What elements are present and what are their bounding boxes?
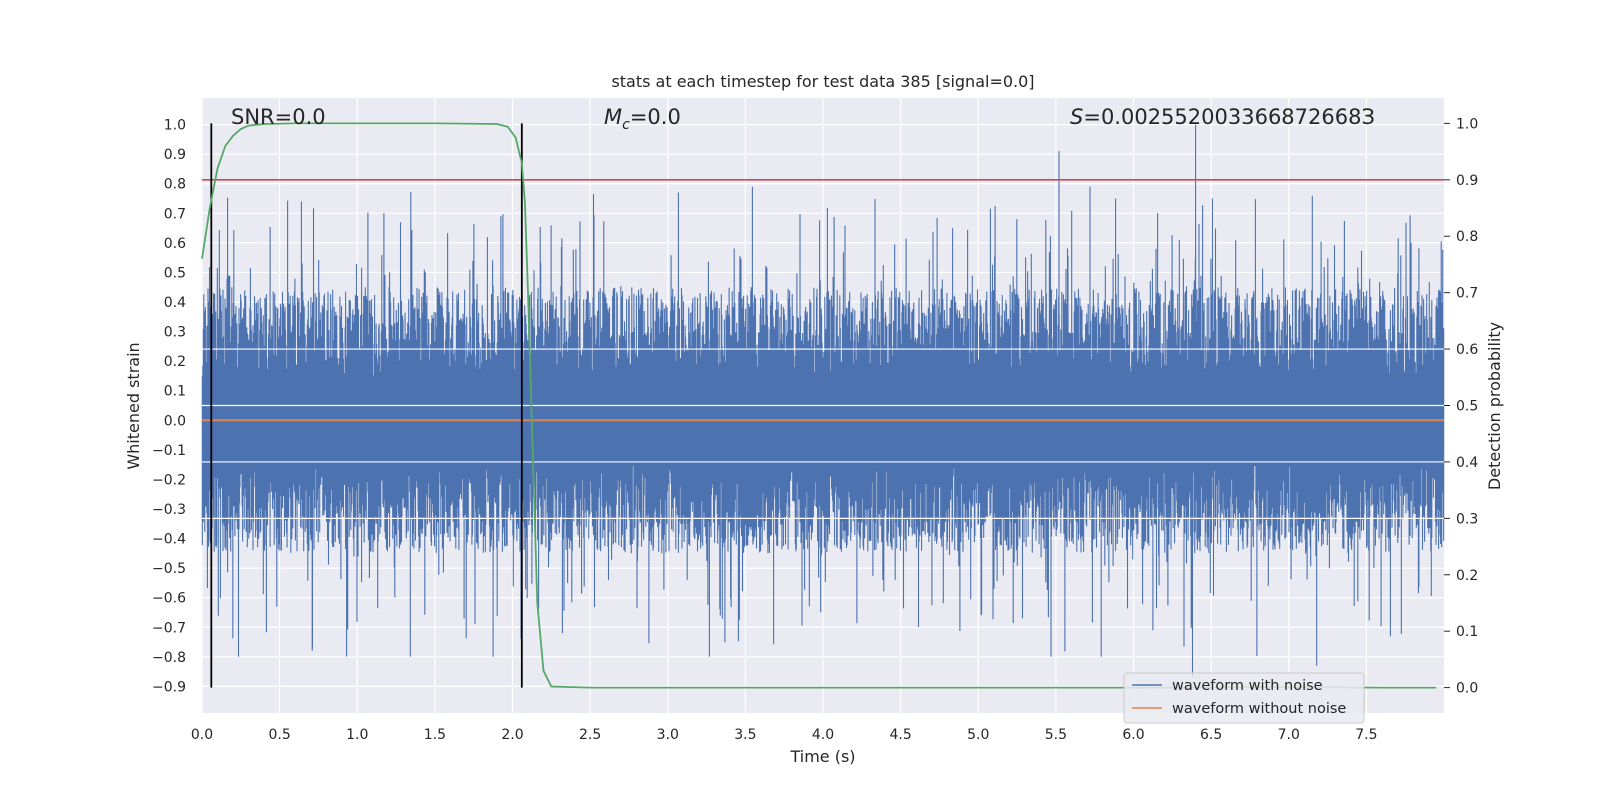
s-symbol: S	[1070, 105, 1083, 129]
y-tick-label: −0.7	[152, 620, 186, 636]
chirp-mass-annotation: Mc=0.0	[604, 105, 681, 133]
x-tick-label: 4.0	[812, 727, 834, 743]
y-tick-label: −0.2	[152, 472, 186, 488]
x-tick-label: 4.5	[889, 727, 911, 743]
y-tick-label: −0.1	[152, 443, 186, 459]
overlay-lines	[201, 122, 1444, 689]
y-tick-label: −0.6	[152, 591, 186, 607]
y2-tick-label: 0.7	[1456, 286, 1478, 302]
y2-tick-label: 1.0	[1456, 116, 1478, 132]
mc-symbol: M	[604, 105, 622, 129]
y2-tick-label: 0.8	[1456, 229, 1478, 245]
score-annotation: S=0.002552003366872668З	[1070, 105, 1375, 129]
y2-tick-label: 0.5	[1456, 399, 1478, 415]
y-tick-label: 0.7	[164, 206, 186, 222]
y2-axis-label: Detection probability	[1485, 322, 1504, 490]
x-tick-label: 0.0	[191, 727, 213, 743]
y-axis-label: Whitened strain	[124, 342, 143, 469]
y-tick-label: 0.3	[164, 325, 186, 341]
y2-tick-label: 0.2	[1456, 568, 1478, 584]
y2-tick-label: 0.6	[1456, 342, 1478, 358]
mc-subscript: c	[622, 117, 630, 133]
x-tick-label: 2.0	[501, 727, 523, 743]
x-tick-label: 5.0	[967, 727, 989, 743]
x-tick-label: 3.0	[657, 727, 679, 743]
y-tick-label: 0.4	[164, 295, 186, 311]
y-tick-label: 0.9	[164, 147, 186, 163]
y2-tick-label: 0.9	[1456, 173, 1478, 189]
snr-annotation: SNR=0.0	[231, 105, 326, 129]
y2-tick-label: 0.0	[1456, 681, 1478, 697]
legend-box	[1123, 672, 1365, 724]
x-axis-label: Time (s)	[789, 747, 855, 766]
x-tick-label: 0.5	[268, 727, 290, 743]
x-tick-label: 7.5	[1355, 727, 1377, 743]
y-tick-label: 0.8	[164, 177, 186, 193]
s-value: =0.002552003366872668З	[1083, 105, 1375, 129]
y-tick-label: 0.6	[164, 236, 186, 252]
x-tick-label: 7.0	[1278, 727, 1300, 743]
legend-label-noisy: waveform with noise	[1172, 678, 1323, 694]
mc-value: =0.0	[630, 105, 681, 129]
x-tick-label: 6.0	[1122, 727, 1144, 743]
y2-tick-label: 0.1	[1456, 624, 1478, 640]
y-tick-label: 0.2	[164, 354, 186, 370]
x-tick-label: 3.5	[734, 727, 756, 743]
y2-tick-label: 0.3	[1456, 511, 1478, 527]
y-tick-label: −0.8	[152, 650, 186, 666]
chart-title: stats at each timestep for test data 385…	[611, 72, 1034, 91]
x-tick-label: 6.5	[1200, 727, 1222, 743]
y-tick-label: −0.4	[152, 532, 186, 548]
x-tick-label: 2.5	[579, 727, 601, 743]
y-tick-label: −0.9	[152, 679, 186, 695]
y-tick-label: 0.0	[164, 413, 186, 429]
x-tick-label: 1.5	[424, 727, 446, 743]
x-tick-label: 1.0	[346, 727, 368, 743]
y-tick-label: 0.1	[164, 384, 186, 400]
detection-probability-line	[201, 122, 1437, 689]
x-tick-label: 5.5	[1045, 727, 1067, 743]
legend: waveform with noise waveform without noi…	[1123, 672, 1365, 724]
axis-ticks: 0.0 0.5 1.0 1.5 2.0 2.5 3.0 3.5 4.0 4.5 5.0 5.5 6.0 6…	[152, 116, 1478, 743]
y-tick-label: 1.0	[164, 118, 186, 134]
legend-label-clean: waveform without noise	[1172, 701, 1346, 717]
y-tick-label: 0.5	[164, 265, 186, 281]
y-tick-label: −0.3	[152, 502, 186, 518]
y2-tick-label: 0.4	[1456, 455, 1478, 471]
y-tick-label: −0.5	[152, 561, 186, 577]
